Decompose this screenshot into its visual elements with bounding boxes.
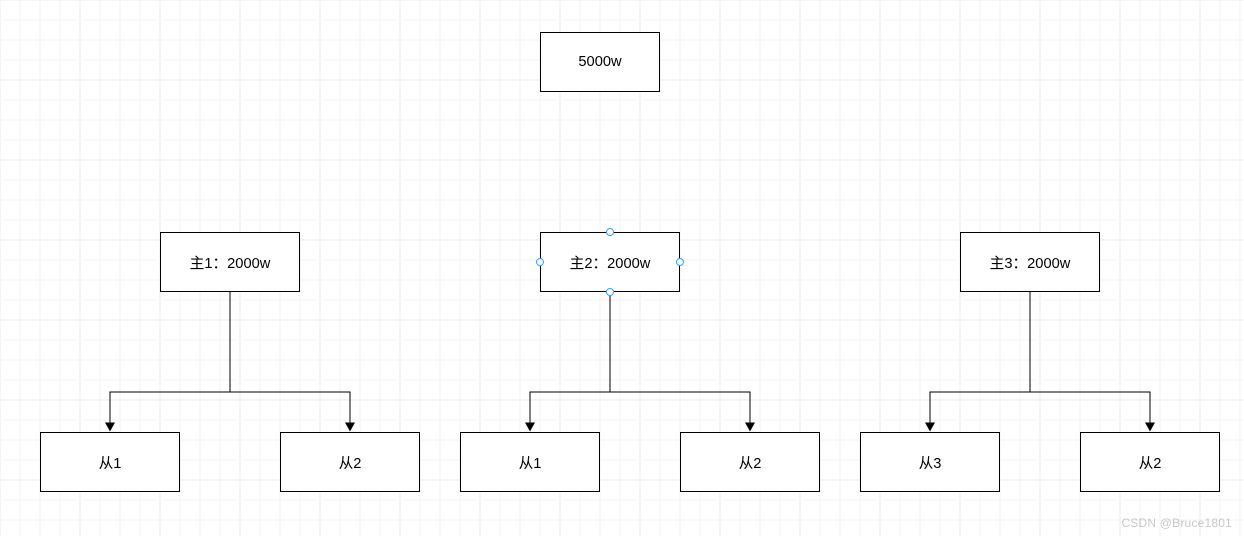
node-label: 从2: [739, 452, 762, 473]
selection-handle[interactable]: [536, 258, 544, 266]
selection-handle[interactable]: [606, 288, 614, 296]
node-label: 从3: [919, 452, 942, 473]
selection-handle[interactable]: [606, 228, 614, 236]
node-label: 从1: [99, 452, 122, 473]
node-label: 从2: [1139, 452, 1162, 473]
node-label: 主1：2000w: [190, 252, 271, 273]
node-label: 从1: [519, 452, 542, 473]
node-s2a[interactable]: 从1: [460, 432, 600, 492]
node-m2[interactable]: 主2：2000w: [540, 232, 680, 292]
node-label: 5000w: [578, 54, 621, 70]
node-m1[interactable]: 主1：2000w: [160, 232, 300, 292]
node-s3a[interactable]: 从3: [860, 432, 1000, 492]
watermark-text: CSDN @Bruce1801: [1121, 516, 1232, 530]
node-root[interactable]: 5000w: [540, 32, 660, 92]
node-s1b[interactable]: 从2: [280, 432, 420, 492]
node-s1a[interactable]: 从1: [40, 432, 180, 492]
node-m3[interactable]: 主3：2000w: [960, 232, 1100, 292]
node-label: 主3：2000w: [990, 252, 1071, 273]
node-s2b[interactable]: 从2: [680, 432, 820, 492]
node-label: 主2：2000w: [570, 252, 651, 273]
node-s3b[interactable]: 从2: [1080, 432, 1220, 492]
selection-handle[interactable]: [676, 258, 684, 266]
diagram-canvas[interactable]: CSDN @Bruce1801 5000w 主1：2000w 主2：2000w 主3：…: [0, 0, 1244, 536]
node-label: 从2: [339, 452, 362, 473]
